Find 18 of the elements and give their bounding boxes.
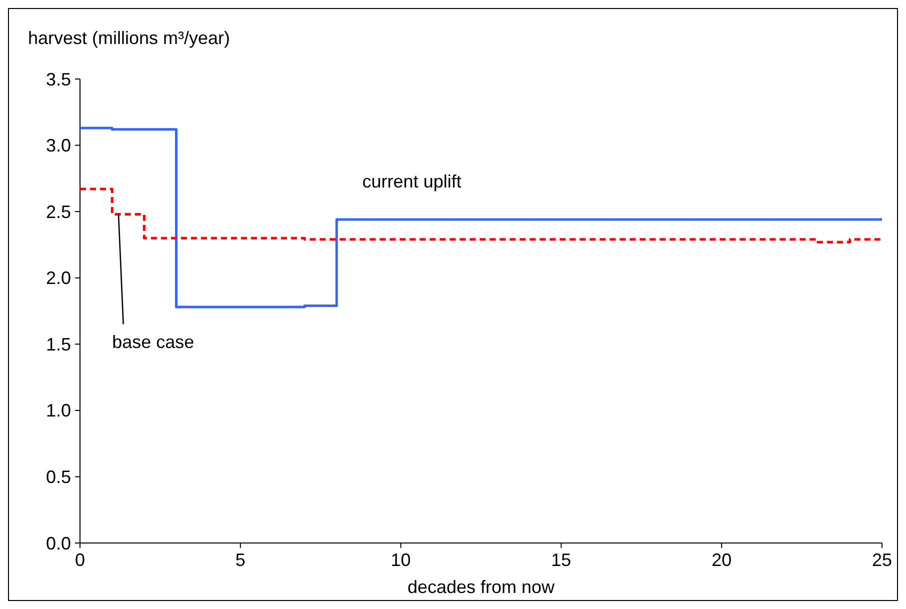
y-tick-label: 1.5 <box>46 334 71 354</box>
x-axis-title: decades from now <box>407 577 556 597</box>
y-tick-label: 3.5 <box>46 69 71 90</box>
x-tick-label: 10 <box>390 550 411 570</box>
x-tick-label: 15 <box>551 550 572 570</box>
x-tick-label: 25 <box>872 550 892 570</box>
y-tick-label: 2.5 <box>46 202 71 222</box>
x-tick-label: 5 <box>235 550 246 570</box>
y-tick-label: 3.0 <box>46 136 71 156</box>
y-axis-title: harvest (millions m³/year) <box>28 28 230 48</box>
y-tick-label: 0.5 <box>46 467 71 488</box>
y-tick-label: 1.0 <box>46 400 71 421</box>
x-tick-label: 0 <box>74 550 86 570</box>
text: base case <box>112 332 194 352</box>
y-tick-label: 0.0 <box>46 533 71 554</box>
y-tick-label: 2.0 <box>46 268 71 288</box>
x-tick-label: 20 <box>712 550 732 570</box>
series-label: current uplift <box>362 172 462 192</box>
